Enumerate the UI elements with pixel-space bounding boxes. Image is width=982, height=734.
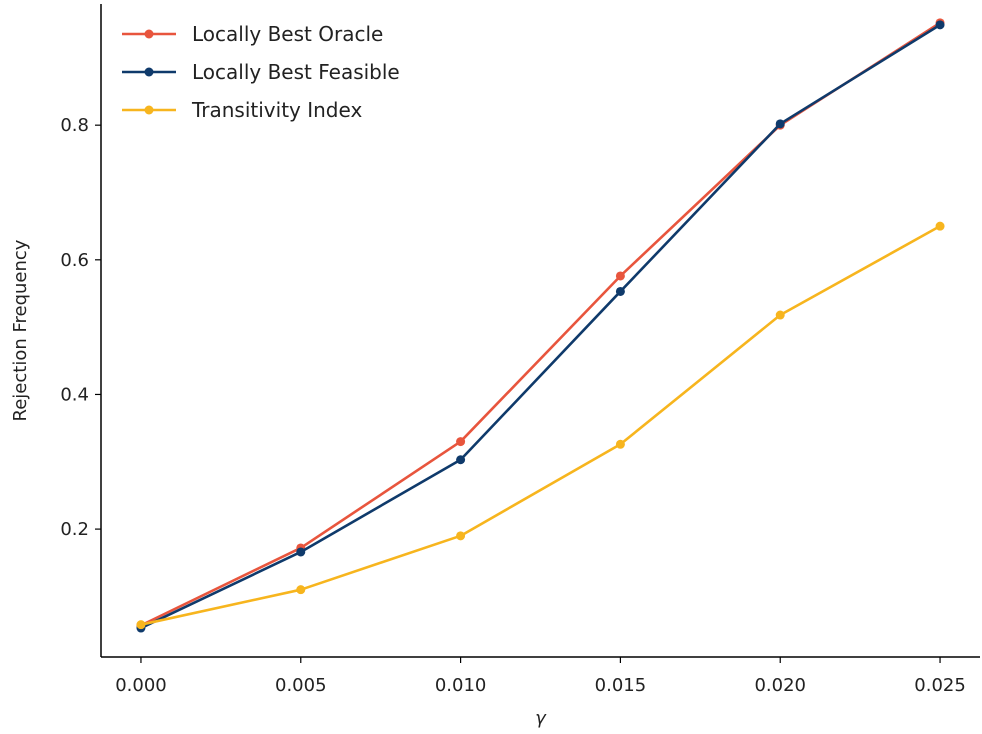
- legend-label: Locally Best Feasible: [192, 60, 400, 84]
- axes: [100, 4, 980, 658]
- y-ticks: 0.2 0.4 0.6 0.8: [60, 115, 101, 540]
- legend-swatch-marker: [144, 105, 154, 115]
- y-tick-label: 0.2: [60, 519, 89, 540]
- data-point: [935, 221, 945, 231]
- data-point: [935, 20, 945, 30]
- data-point: [775, 119, 785, 129]
- x-tick-label: 0.005: [275, 675, 327, 696]
- data-point: [775, 310, 785, 320]
- x-tick-label: 0.015: [595, 675, 647, 696]
- series-line: [140, 23, 941, 630]
- x-tick-label: 0.000: [115, 675, 167, 696]
- legend: Locally Best Oracle Locally Best Feasible…: [122, 22, 400, 122]
- data-point: [296, 547, 306, 557]
- legend-item: Locally Best Feasible: [122, 60, 400, 84]
- y-tick-label: 0.8: [60, 115, 89, 136]
- data-point: [456, 437, 466, 447]
- legend-label: Locally Best Oracle: [192, 22, 383, 46]
- data-point: [615, 439, 625, 449]
- y-axis-label: Rejection Frequency: [10, 239, 31, 421]
- data-point: [615, 271, 625, 281]
- data-point: [456, 455, 466, 465]
- x-tick-label: 0.025: [914, 675, 966, 696]
- series-layer: [136, 18, 945, 633]
- data-point: [136, 620, 146, 630]
- series-line: [140, 225, 941, 626]
- legend-label: Transitivity Index: [191, 98, 362, 122]
- x-ticks: 0.000 0.005 0.010 0.015 0.020 0.025: [115, 657, 966, 696]
- data-point: [456, 531, 466, 541]
- legend-swatch-marker: [144, 29, 154, 39]
- x-axis-label: γ: [535, 708, 547, 729]
- legend-swatch-marker: [144, 67, 154, 77]
- y-tick-label: 0.4: [60, 384, 89, 405]
- series-2: [136, 221, 945, 630]
- x-tick-label: 0.020: [754, 675, 806, 696]
- y-tick-label: 0.6: [60, 250, 89, 271]
- legend-item: Locally Best Oracle: [122, 22, 383, 46]
- data-point: [615, 286, 625, 296]
- data-point: [296, 585, 306, 595]
- x-tick-label: 0.010: [435, 675, 487, 696]
- legend-item: Transitivity Index: [122, 98, 362, 122]
